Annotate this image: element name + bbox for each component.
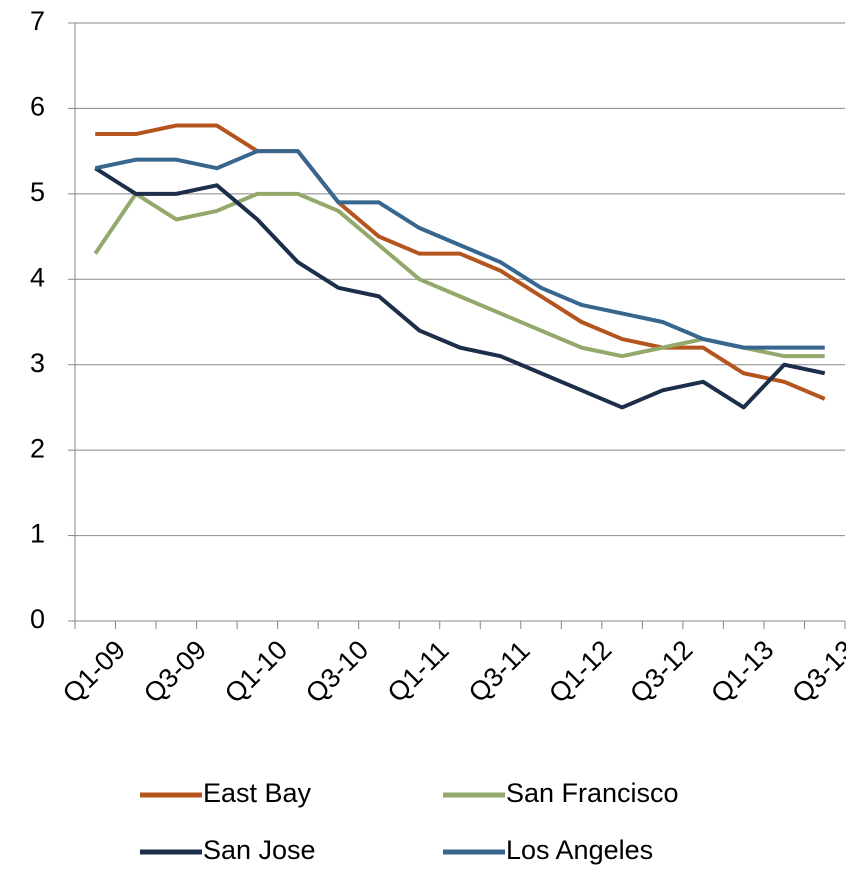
x-tick-label: Q3-09 (138, 635, 212, 709)
x-tick-label: Q1-10 (219, 635, 293, 709)
y-tick-label: 5 (30, 177, 45, 207)
x-tick-label: Q3-11 (463, 635, 536, 708)
x-tick-label: Q3-13 (786, 635, 846, 709)
y-tick-label: 3 (30, 348, 45, 378)
y-tick-label: 7 (30, 6, 45, 36)
legend-label: San Jose (203, 835, 316, 865)
y-tick-label: 2 (30, 433, 45, 463)
x-tick-label: Q1-12 (543, 635, 617, 709)
y-tick-label: 6 (30, 92, 45, 122)
legend-label: San Francisco (506, 778, 679, 808)
x-tick-label: Q1-09 (57, 635, 131, 709)
x-tick-label: Q1-13 (705, 635, 779, 709)
y-tick-label: 4 (30, 262, 45, 292)
x-tick-label: Q3-10 (300, 635, 374, 709)
series-line (94, 166, 826, 410)
series-line (94, 149, 825, 350)
legend-label: East Bay (203, 778, 312, 808)
series-line (93, 191, 825, 359)
x-tick-label: Q3-12 (624, 635, 698, 709)
legend-label: Los Angeles (506, 835, 653, 865)
x-tick-label: Q1-11 (382, 635, 455, 708)
series-line (95, 123, 826, 401)
y-tick-label: 0 (30, 604, 45, 634)
y-tick-label: 1 (30, 519, 45, 549)
